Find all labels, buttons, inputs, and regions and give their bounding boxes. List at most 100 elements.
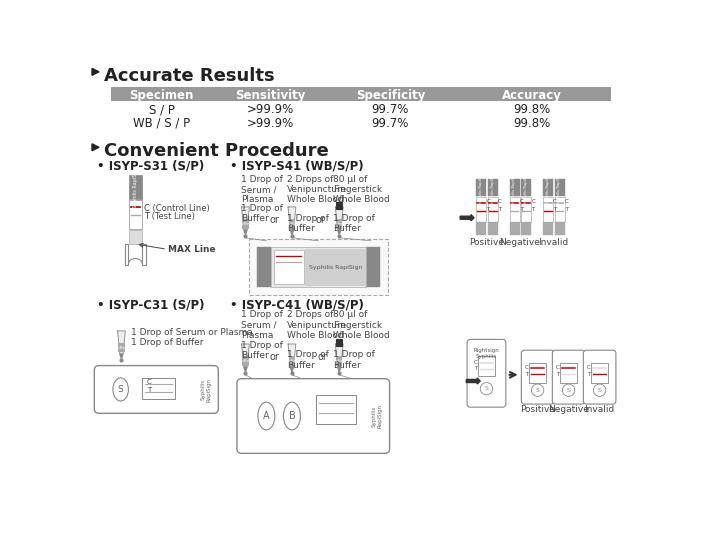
Text: Invalid: Invalid: [584, 405, 615, 414]
Text: A: A: [263, 411, 270, 421]
Bar: [510, 222, 520, 234]
Bar: [522, 197, 532, 221]
Text: S / P: S / P: [149, 103, 175, 116]
Text: Negative: Negative: [548, 405, 589, 414]
Polygon shape: [92, 69, 99, 75]
FancyBboxPatch shape: [467, 339, 506, 407]
Text: 1 Drop of
Buffer: 1 Drop of Buffer: [241, 341, 283, 360]
Bar: [478, 356, 495, 376]
Polygon shape: [336, 344, 343, 367]
Text: WB / S / P: WB / S / P: [133, 117, 190, 130]
Text: Specimen: Specimen: [130, 89, 194, 102]
Bar: [243, 356, 249, 366]
Text: >99.9%: >99.9%: [247, 103, 294, 116]
Text: S: S: [536, 388, 539, 393]
Polygon shape: [242, 207, 250, 230]
Polygon shape: [288, 344, 296, 367]
Text: • ISYP-C31 (S/P): • ISYP-C31 (S/P): [97, 299, 205, 312]
Text: S: S: [567, 388, 570, 393]
Text: T: T: [565, 207, 568, 212]
Text: Syphilis RapiSign: Syphilis RapiSign: [479, 171, 483, 205]
Text: Accurate Results: Accurate Results: [104, 67, 274, 85]
Text: C (Control Line): C (Control Line): [144, 204, 209, 213]
Text: B: B: [288, 411, 295, 421]
Ellipse shape: [258, 402, 275, 430]
Text: 2 Drops of
Venipuncture
Whole Blood: 2 Drops of Venipuncture Whole Blood: [288, 175, 348, 205]
Text: T: T: [147, 387, 152, 393]
FancyBboxPatch shape: [552, 350, 585, 404]
Bar: [555, 179, 565, 196]
Text: 1 Drop of
Serum /
Plasma: 1 Drop of Serum / Plasma: [241, 175, 283, 205]
Text: T: T: [474, 366, 477, 371]
Polygon shape: [244, 367, 247, 372]
Bar: [488, 179, 498, 196]
Bar: [543, 179, 553, 196]
Bar: [477, 179, 486, 196]
Text: S: S: [118, 385, 123, 394]
Text: Syphilis RapiSign: Syphilis RapiSign: [558, 171, 561, 205]
Bar: [142, 244, 146, 265]
FancyBboxPatch shape: [583, 350, 616, 404]
Text: 1 Drop of
Buffer: 1 Drop of Buffer: [288, 350, 329, 369]
Text: Buffer: Buffer: [333, 222, 345, 226]
Text: Positive: Positive: [520, 405, 555, 414]
Bar: [243, 219, 249, 228]
Text: Specificity: Specificity: [356, 89, 425, 102]
Bar: [477, 222, 486, 234]
Text: 1 Drop of
Buffer: 1 Drop of Buffer: [333, 350, 375, 369]
Text: Syphilis RapiSign: Syphilis RapiSign: [513, 171, 516, 205]
Polygon shape: [466, 378, 480, 384]
Text: C: C: [556, 366, 559, 370]
Bar: [257, 247, 271, 287]
Text: Rightsign
Syphilis: Rightsign Syphilis: [474, 348, 499, 358]
Bar: [510, 179, 520, 196]
Text: • ISYP-S31 (S/P): • ISYP-S31 (S/P): [97, 160, 204, 173]
FancyBboxPatch shape: [94, 366, 219, 413]
Text: C: C: [587, 366, 590, 370]
Text: Convenient Procedure: Convenient Procedure: [104, 143, 329, 160]
Text: or: or: [316, 215, 326, 225]
Bar: [591, 362, 608, 382]
Bar: [367, 247, 380, 287]
Bar: [543, 222, 553, 234]
Text: C: C: [474, 360, 477, 365]
Text: C: C: [520, 199, 524, 204]
Bar: [118, 343, 125, 353]
Text: T: T: [532, 207, 534, 212]
Text: T: T: [525, 372, 528, 376]
Text: C: C: [553, 199, 557, 204]
Text: Buffer: Buffer: [333, 359, 345, 363]
Polygon shape: [338, 230, 341, 234]
Ellipse shape: [480, 382, 493, 395]
Text: 1 Drop of
Buffer: 1 Drop of Buffer: [241, 204, 283, 223]
Text: 2 Drops of
Venipuncture
Whole Blood: 2 Drops of Venipuncture Whole Blood: [288, 310, 348, 340]
Text: Buffer: Buffer: [239, 359, 252, 363]
Text: 1 Drop of
Buffer: 1 Drop of Buffer: [333, 214, 375, 233]
Bar: [510, 197, 520, 221]
Bar: [289, 219, 295, 228]
Bar: [543, 197, 553, 221]
Text: Syphilis RapiSign: Syphilis RapiSign: [133, 166, 138, 208]
Text: 99.8%: 99.8%: [513, 117, 551, 130]
Text: 80 μl of
Fingerstick
Whole Blood: 80 μl of Fingerstick Whole Blood: [333, 175, 390, 205]
Ellipse shape: [532, 384, 544, 397]
Bar: [125, 244, 128, 265]
Polygon shape: [288, 207, 296, 230]
Polygon shape: [118, 331, 125, 354]
Polygon shape: [242, 344, 250, 367]
Polygon shape: [338, 367, 341, 372]
Text: Buffer: Buffer: [286, 359, 298, 363]
Bar: [316, 395, 356, 424]
Text: 1 Drop of
Buffer: 1 Drop of Buffer: [288, 214, 329, 233]
Text: C: C: [498, 199, 502, 204]
FancyBboxPatch shape: [250, 239, 388, 295]
Text: Negative: Negative: [499, 238, 540, 247]
Bar: [129, 200, 142, 229]
Text: >99.9%: >99.9%: [247, 117, 294, 130]
Bar: [555, 197, 565, 221]
Polygon shape: [120, 354, 123, 358]
Text: Sensitivity: Sensitivity: [235, 89, 305, 102]
Bar: [129, 230, 142, 244]
Polygon shape: [336, 207, 343, 230]
Bar: [477, 197, 486, 221]
